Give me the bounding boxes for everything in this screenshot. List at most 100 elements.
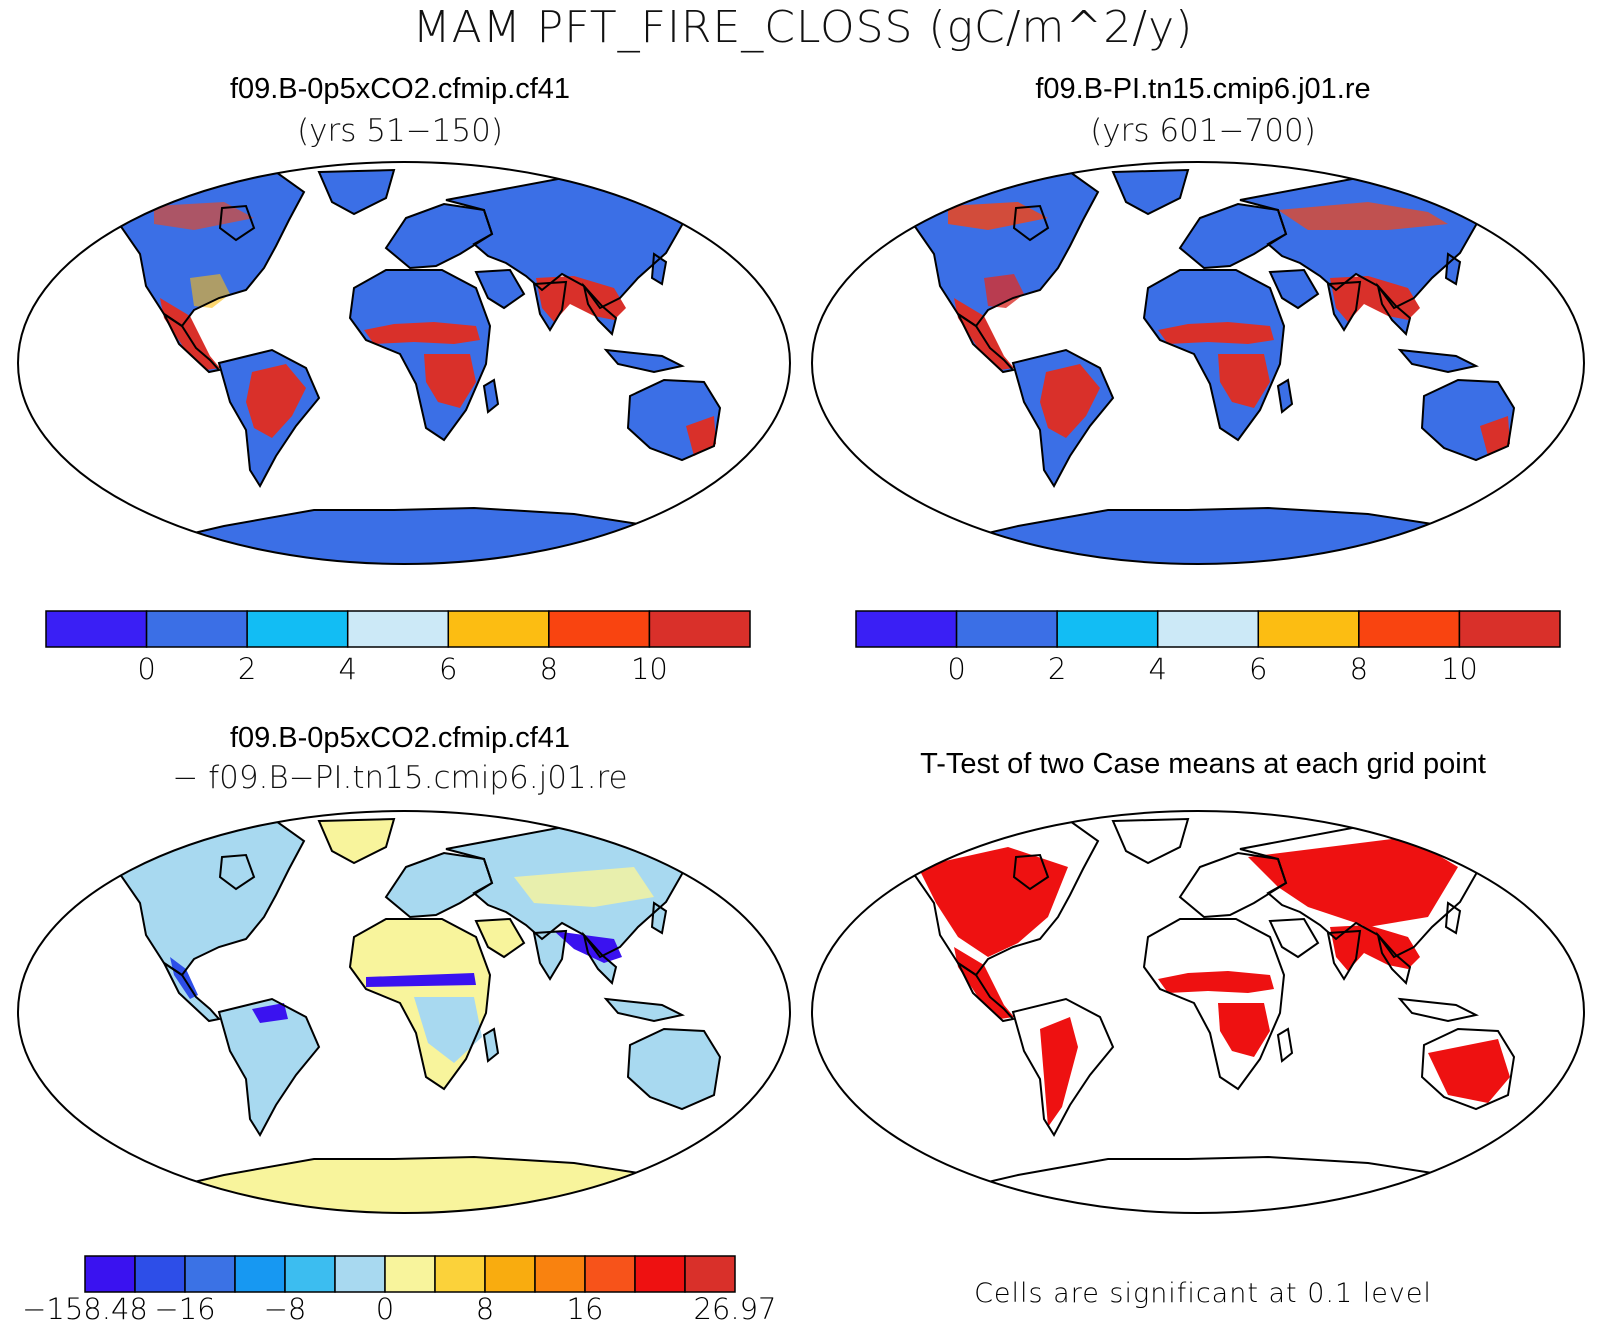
coast-arabia [474,917,526,959]
hot-se-australia [1480,416,1510,456]
colorbar-top-left-labels: 0 2 4 6 8 10 [45,652,751,688]
coast-africa [348,918,492,1091]
land-europe [1180,204,1286,268]
colorbar-tick-label: −8 [263,1292,307,1326]
sig-north-america [918,847,1068,957]
hot-south-america [1040,364,1100,438]
pos-central-asia [514,867,654,907]
coast-hudson [1012,204,1050,242]
coast-seAsia [582,282,618,336]
land-hudson [220,855,254,889]
coast-southAmerica [1011,997,1115,1137]
coast-japan [1444,252,1462,286]
coast-australia [1420,378,1516,462]
sig-sahel [1158,971,1274,993]
figure-title: MAM PFT_FIRE_CLOSS (gC/m^2/y) [412,2,1194,53]
map-content [894,168,1519,564]
colorbar-tick-label: 8 [1349,652,1369,686]
neg-sahel [366,973,476,987]
land-asia [446,176,686,308]
hot-sahel [364,322,480,344]
colorbar-box [1358,610,1461,648]
colorbar-box [955,610,1058,648]
coast-australia [626,1027,722,1111]
land-europe [386,204,492,268]
map-border [811,161,1585,565]
colorbar-box [384,1255,436,1293]
coast-africa [1142,269,1286,442]
colorbar-top-left [45,610,751,648]
land-indonesia [606,350,682,372]
coast-hudson [218,853,256,891]
colorbar-tick-label: 2 [1047,652,1067,686]
coast-southAmerica [217,997,321,1137]
colorbar-box [234,1255,286,1293]
hot-south-asia [1330,276,1420,322]
panel-top-left-case: f09.B-0p5xCO2.cfmip.cf41 [229,73,571,105]
coast-centralAmerica [955,960,1015,1023]
sig-southern-africa [1218,1003,1270,1057]
colorbar-box [45,610,148,648]
land-indonesia [1400,999,1476,1021]
land-indonesia [606,999,682,1021]
coast-southAmerica [217,348,321,488]
coast-centralAmerica [161,311,221,374]
sig-south-asia [1330,925,1420,971]
colorbar-box [284,1255,336,1293]
colorbar-box [584,1255,636,1293]
colorbar-box [84,1255,136,1293]
coast-indonesia [603,997,685,1023]
coast-japan [650,901,668,935]
coast-greenland [1111,168,1190,216]
colorbar-tick-label: 8 [475,1292,495,1326]
hot-southern-africa [424,354,476,408]
warm-boreal-america [154,202,254,230]
map-border [17,161,791,565]
coast-africa [348,269,492,442]
base-southern-africa [414,997,482,1063]
coast-arabia [474,268,526,310]
panel-top-left-years: (yrs 51−150) [297,113,503,149]
colorbar-tick-label: −16 [154,1292,216,1326]
colorbar-box [134,1255,186,1293]
colorbar-tick-label: 10 [630,652,668,686]
coast-madagascar [1276,1027,1294,1063]
coast-india [532,929,568,981]
coast-japan [650,252,668,286]
colorbar-box [145,610,248,648]
coast-hudson [1012,853,1050,891]
colorbar-box [447,610,550,648]
coast-centralAmerica [955,311,1015,374]
hot-central-america [954,298,1014,370]
colorbar-tick-label: 4 [338,652,357,686]
warm-east-us [190,274,230,308]
colorbar-tick-label: 6 [1249,652,1268,686]
colorbar-box [534,1255,586,1293]
land-india [534,931,566,979]
colorbar-top-right-labels: 0 2 4 6 8 10 [855,652,1561,688]
coast-india [1326,929,1362,981]
colorbar-bottom-left [84,1255,736,1293]
colorbar-box [484,1255,536,1293]
coast-seAsia [1376,282,1412,336]
colorbar-tick-label: 26.97 [693,1292,777,1326]
coast-japan [1444,901,1462,935]
hot-southern-africa [1218,354,1270,408]
land-arabia [1270,919,1318,957]
colorbar-box [334,1255,386,1293]
significance-note: Cells are significant at 0.1 level [974,1278,1432,1309]
coast-madagascar [482,378,500,414]
colorbar-box [1056,610,1159,648]
colorbar-bottom-left-labels: −158.48 −16 −8 0 8 16 26.97 [22,1292,776,1326]
colorbar-box [184,1255,236,1293]
map-bottom-left [17,810,791,1214]
hot-south-america [246,364,306,438]
coast-arabia [1268,917,1320,959]
colorbar-box [684,1255,736,1293]
coast-india [1326,280,1362,332]
land-europe [1180,853,1286,917]
coast-australia [626,378,722,462]
coast-hudson [218,204,256,242]
colorbar-tick-label: 0 [137,652,156,686]
colorbar-tick-label: 0 [375,1292,395,1326]
